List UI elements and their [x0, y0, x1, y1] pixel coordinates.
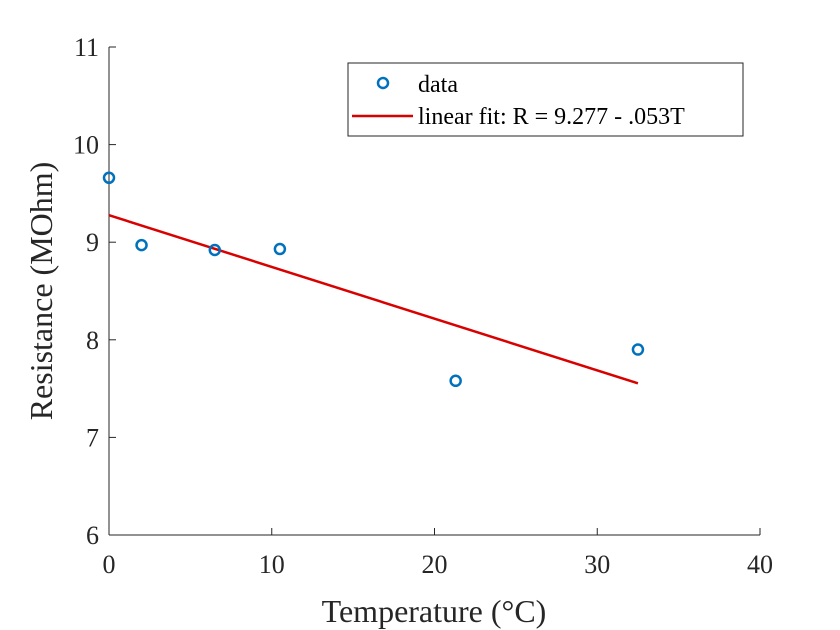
y-tick-label: 7 — [86, 423, 99, 452]
x-tick-label: 10 — [259, 550, 285, 579]
y-tick-label: 6 — [86, 521, 99, 550]
legend: data linear fit: R = 9.277 - .053T — [347, 62, 744, 137]
x-tick-label: 0 — [103, 550, 116, 579]
fit-layer — [108, 213, 639, 385]
y-tick-label: 10 — [73, 131, 99, 160]
data-point — [449, 374, 462, 388]
x-tick-label: 40 — [747, 550, 773, 579]
points-layer — [102, 171, 645, 388]
data-point — [273, 242, 287, 256]
legend-box — [347, 62, 744, 137]
data-point — [135, 238, 148, 252]
y-tick-label: 11 — [74, 33, 99, 62]
data-point — [208, 243, 222, 257]
y-axis-label: Resistance (MOhm) — [23, 162, 59, 421]
y-tick-label: 9 — [86, 228, 99, 257]
y-tick-label: 8 — [86, 326, 99, 355]
legend-marker-data — [376, 76, 390, 90]
x-tick-label: 30 — [584, 550, 610, 579]
data-point — [631, 343, 645, 356]
x-ticks: 0 10 20 30 40 — [103, 528, 773, 579]
x-axis-label: Temperature (°C) — [322, 593, 547, 629]
x-tick-label: 20 — [422, 550, 448, 579]
legend-label-fit: linear fit: R = 9.277 - .053T — [418, 104, 685, 130]
y-ticks: 6 7 8 9 10 11 — [73, 33, 116, 550]
fit-line — [108, 213, 639, 385]
legend-label-data: data — [418, 72, 458, 98]
data-point — [102, 171, 116, 185]
